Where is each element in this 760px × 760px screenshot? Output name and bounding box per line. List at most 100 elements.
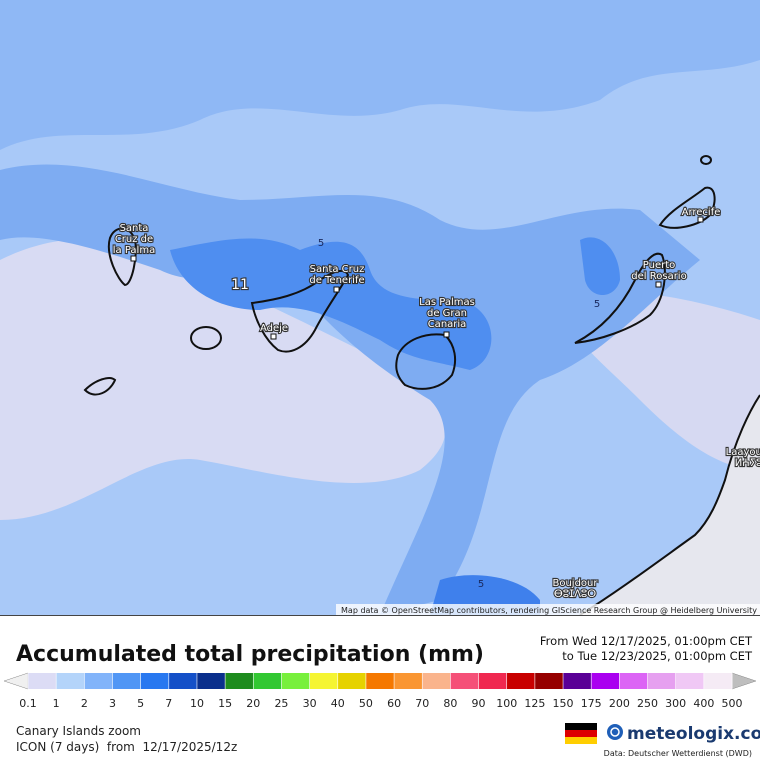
city-label-line: Laayoune (726, 447, 760, 458)
contour-label: 5 (318, 238, 324, 249)
island (83, 377, 117, 396)
colorbar-label: 150 (553, 697, 574, 710)
city-label: Puerto del Rosario (631, 260, 686, 282)
colorbar-label: 0.1 (19, 697, 37, 710)
legend-title: Accumulated total precipitation (mm) (16, 642, 484, 667)
colorbar-label: 400 (693, 697, 714, 710)
colorbar-bin (196, 673, 226, 689)
city-label: Santa Cruz de la Palma (113, 223, 155, 256)
colorbar-label: 70 (415, 697, 429, 710)
city-label-line: la Palma (113, 245, 155, 256)
attribution[interactable]: Map data © OpenStreetMap contributors, r… (341, 606, 757, 615)
colorbar-bin (337, 673, 367, 689)
colorbar: 0.1 1 2 3 5 7 10 15 20 25 30 40 50 60 70 80 90 100 125 150 1… (3, 672, 757, 710)
island (107, 227, 137, 287)
colorbar-label: 3 (109, 697, 116, 710)
colorbar-bin (450, 673, 480, 689)
brand-logo-ring (610, 727, 620, 737)
colorbar-bin (703, 673, 733, 689)
city-label-line: Las Palmas (419, 297, 475, 308)
colorbar-label: 20 (246, 697, 260, 710)
colorbar-bin (591, 673, 620, 689)
colorbar-label: 175 (581, 697, 602, 710)
colorbar-label: 200 (609, 697, 630, 710)
colorbar-bin (168, 673, 198, 689)
colorbar-bin (56, 673, 85, 689)
colorbar-under (3, 672, 29, 690)
city-marker (333, 286, 340, 293)
flag-stripe (565, 737, 597, 744)
colorbar-over (731, 672, 757, 690)
colorbar-label: 5 (137, 697, 144, 710)
colorbar-label: 50 (359, 697, 373, 710)
city-label-line: ⵍⵄⵢⵓⵏ (735, 458, 760, 469)
city-label: Arrecife (682, 207, 721, 218)
attribution-bg (336, 604, 760, 615)
city-label-line: Santa Cruz (310, 264, 365, 275)
coastline (579, 394, 760, 616)
colorbar-label: 80 (443, 697, 457, 710)
map: Santa Cruz de la Palma Santa Cruz de Teneri… (0, 0, 760, 616)
colorbar-label: 250 (637, 697, 658, 710)
brand-logo (607, 724, 623, 740)
colorbar-label: 25 (274, 697, 288, 710)
time-to: to Tue 12/23/2025, 01:00pm CET (562, 649, 753, 663)
colorbar-bin (563, 673, 592, 689)
city-marker (443, 331, 450, 338)
island (395, 333, 457, 390)
city-label-line: Cruz de (115, 234, 153, 245)
city-marker (655, 281, 662, 288)
colorbar-label: 125 (524, 697, 545, 710)
island (700, 155, 712, 165)
colorbar-label: 30 (303, 697, 317, 710)
data-source: Data: Deutscher Wetterdienst (DWD) (604, 749, 752, 758)
region: Canary Islands zoom (16, 724, 141, 738)
colorbar-bin (422, 673, 451, 689)
colorbar-label: 1 (53, 697, 60, 710)
flag-stripe (565, 730, 597, 737)
brand[interactable]: meteologix.com (627, 724, 760, 744)
city-label: Adeje (260, 323, 288, 334)
colorbar-label: 60 (387, 697, 401, 710)
colorbar-label: 500 (722, 697, 743, 710)
colorbar-bin (506, 673, 536, 689)
city-label: Laayouneⵍⵄⵢⵓⵏ (726, 447, 760, 469)
colorbar-bin (647, 673, 677, 689)
light-area (0, 238, 446, 521)
colorbar-bin (675, 673, 705, 689)
dark-area (580, 237, 620, 295)
city-label-line: de Tenerife (309, 275, 364, 286)
time-from: From Wed 12/17/2025, 01:00pm CET (540, 634, 753, 648)
contour-label: 5 (594, 299, 600, 310)
city-marker (697, 216, 704, 223)
city-label-line: Santa (120, 223, 149, 234)
colorbar-bin (619, 673, 649, 689)
contour-label: 5 (478, 579, 484, 590)
city-label-line: Canaria (428, 319, 467, 330)
contour-label: 11 (231, 277, 249, 293)
colorbar-label: 100 (496, 697, 517, 710)
city-marker (130, 255, 137, 262)
colorbar-label: 10 (190, 697, 204, 710)
colorbar-bin (84, 673, 113, 689)
city-label-line: del Rosario (631, 271, 686, 282)
colorbar-bin (394, 673, 423, 689)
colorbar-bin (225, 673, 254, 689)
colorbar-label: 90 (472, 697, 486, 710)
flag (565, 723, 597, 744)
city-label: Las Palmas de Gran Canaria (419, 297, 475, 330)
city-marker (270, 333, 277, 340)
colorbar-bin (28, 673, 57, 689)
island (190, 326, 222, 350)
colorbar-bin (281, 673, 311, 689)
colorbar-label: 2 (81, 697, 88, 710)
colorbar-bin (534, 673, 564, 689)
island (250, 269, 350, 353)
flag-stripe (565, 723, 597, 730)
colorbar-bin (140, 673, 170, 689)
colorbar-bin (309, 673, 339, 689)
island (658, 186, 716, 229)
colorbar-bin (112, 673, 142, 689)
